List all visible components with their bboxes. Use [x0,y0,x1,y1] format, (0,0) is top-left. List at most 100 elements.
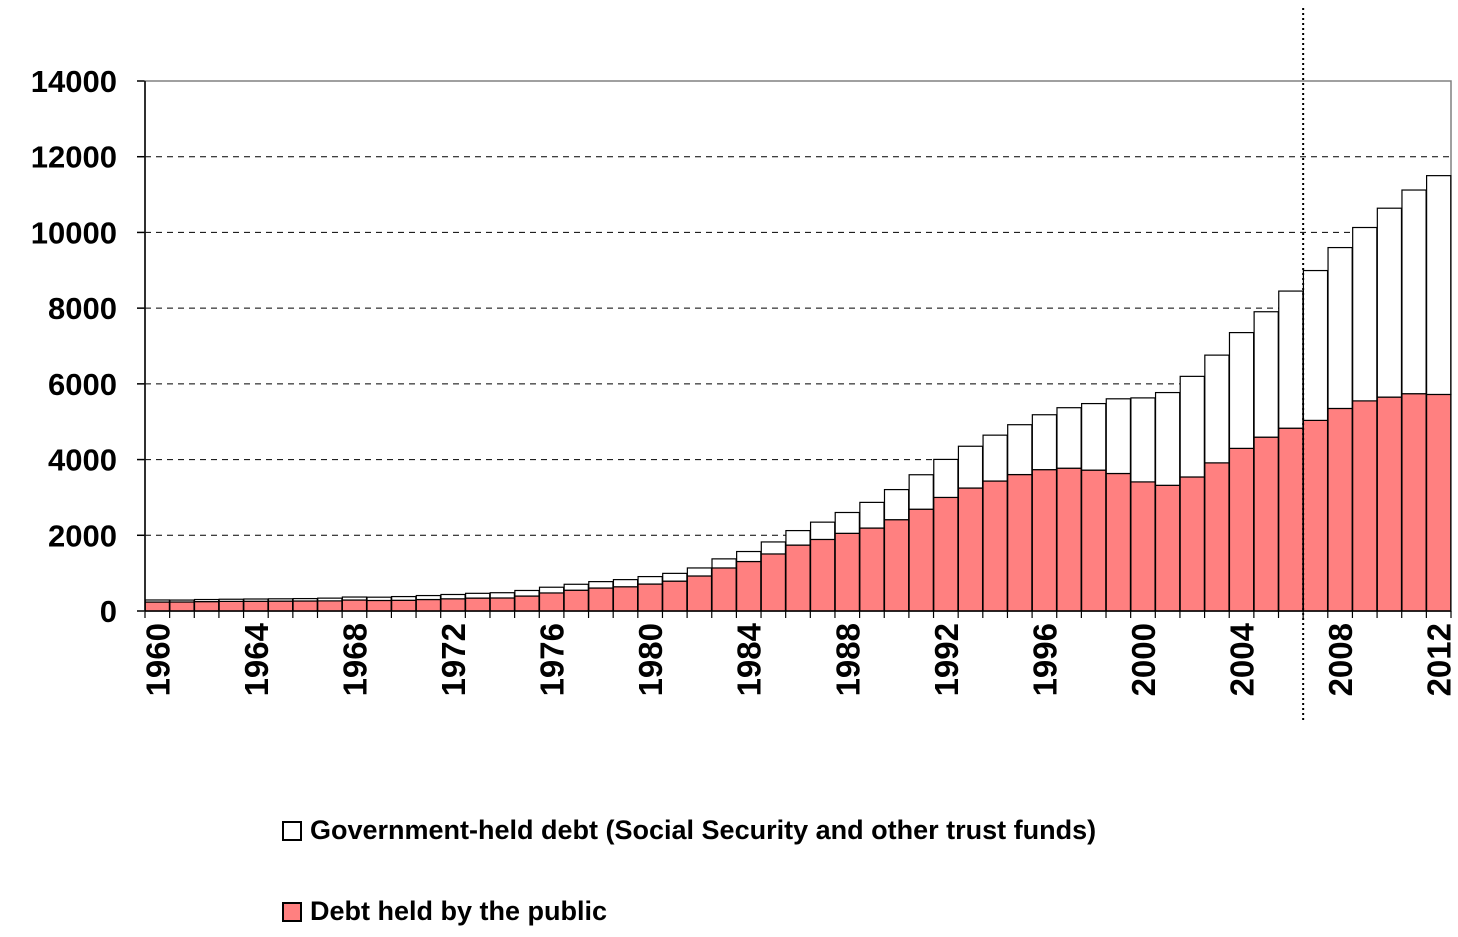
bar-government-1960 [144,599,170,603]
bar-government-1981 [662,572,688,582]
bar-public-1969 [366,599,392,612]
bar-government-1963 [218,598,244,602]
bar-public-1984 [736,560,762,612]
bar-government-1975 [514,589,540,597]
x-tick-label: 2008 [1322,623,1359,696]
bar-government-1967 [317,597,343,602]
y-tick-label: 0 [100,594,117,629]
legend-swatch-government-held-debt [282,820,302,841]
bar-government-1966 [292,597,318,602]
bar-government-2008 [1327,246,1353,410]
legend-entry-debt-held-by-public: Debt held by the public [282,896,607,927]
bar-government-2004 [1228,331,1255,449]
bar-public-2011 [1401,393,1427,612]
bar-government-1995 [1007,424,1033,476]
x-tick-label: 1996 [1026,623,1063,696]
bar-public-1977 [563,589,589,612]
bar-public-1976 [538,592,565,612]
bar-government-1968 [341,596,368,601]
bar-government-1993 [957,445,984,489]
x-tick-label: 1972 [435,623,472,696]
bar-government-1997 [1056,407,1082,469]
bar-public-1992 [933,496,959,612]
x-tick-label: 1960 [139,623,176,696]
bar-public-1978 [588,587,614,612]
bar-government-2007 [1302,269,1329,421]
bar-public-2005 [1253,436,1279,612]
bar-government-1969 [366,596,392,602]
bar-government-1964 [243,598,269,602]
bar-public-1982 [686,575,713,612]
bar-government-1998 [1081,402,1107,471]
bar-public-1966 [292,600,318,612]
x-tick-label: 1968 [336,623,373,696]
bar-public-1994 [982,480,1008,612]
bar-government-1996 [1031,414,1058,471]
bar-government-1991 [908,474,934,510]
y-tick-label: 14000 [31,64,117,99]
bar-government-2009 [1352,226,1378,402]
bar-public-1960 [144,601,170,612]
bar-government-1972 [440,593,466,600]
bar-public-2003 [1204,462,1230,612]
bar-government-2000 [1130,397,1156,483]
bar-public-1996 [1031,469,1058,612]
bar-government-1970 [391,595,417,601]
bar-public-2004 [1228,447,1255,612]
bar-government-1977 [563,583,589,591]
bar-public-1972 [440,598,466,612]
bar-government-1983 [711,558,737,569]
x-tick-label: 1988 [829,623,866,696]
y-tick-label: 4000 [48,443,117,478]
bar-public-1971 [415,598,442,612]
bar-public-1962 [193,601,220,612]
y-tick-label: 6000 [48,367,117,402]
bar-government-2005 [1253,311,1279,438]
x-tick-label: 1984 [731,622,768,696]
bar-government-1985 [760,541,787,555]
bar-government-1980 [637,575,663,585]
bar-public-1983 [711,567,737,612]
x-tick-label: 1976 [534,623,571,696]
bar-government-1973 [464,592,491,599]
bar-government-1992 [933,458,959,499]
bar-public-1986 [785,544,811,612]
bar-public-1973 [464,597,491,612]
bar-government-2011 [1401,189,1427,395]
x-tick-label: 1964 [238,622,275,696]
x-tick-label: 1980 [632,623,669,696]
bar-government-1974 [489,592,515,599]
bar-government-1961 [169,599,195,603]
bar-government-1999 [1105,398,1132,475]
bar-public-1964 [243,600,269,612]
bar-public-1963 [218,600,244,612]
bar-government-2002 [1179,375,1205,478]
legend-swatch-debt-held-by-public [282,901,302,922]
bar-government-2006 [1278,290,1304,429]
bar-public-1987 [809,538,836,612]
legend-label-debt-held-by-public: Debt held by the public [310,896,608,926]
bar-public-1988 [834,532,860,612]
bar-government-1965 [267,598,294,602]
bar-public-1998 [1081,469,1107,612]
legend-entry-government-held-debt: Government-held debt (Social Security an… [282,815,1096,846]
y-tick-label: 2000 [48,518,117,553]
bar-public-1967 [317,600,343,612]
bar-government-1976 [538,586,565,594]
x-tick-label: 1992 [928,623,965,696]
y-tick-label: 12000 [31,140,117,175]
bar-government-1990 [883,488,910,521]
bar-public-1993 [957,487,984,612]
bar-public-1995 [1007,473,1033,612]
x-tick-label: 2004 [1224,622,1261,696]
bar-government-1988 [834,511,860,534]
bar-public-1970 [391,599,417,612]
bar-government-1987 [809,521,836,541]
bar-government-1989 [859,501,885,529]
bar-public-2012 [1426,393,1452,612]
bar-public-1991 [908,508,934,612]
bar-government-1994 [982,434,1008,482]
bar-public-2009 [1352,400,1378,612]
bar-government-1982 [686,567,713,577]
